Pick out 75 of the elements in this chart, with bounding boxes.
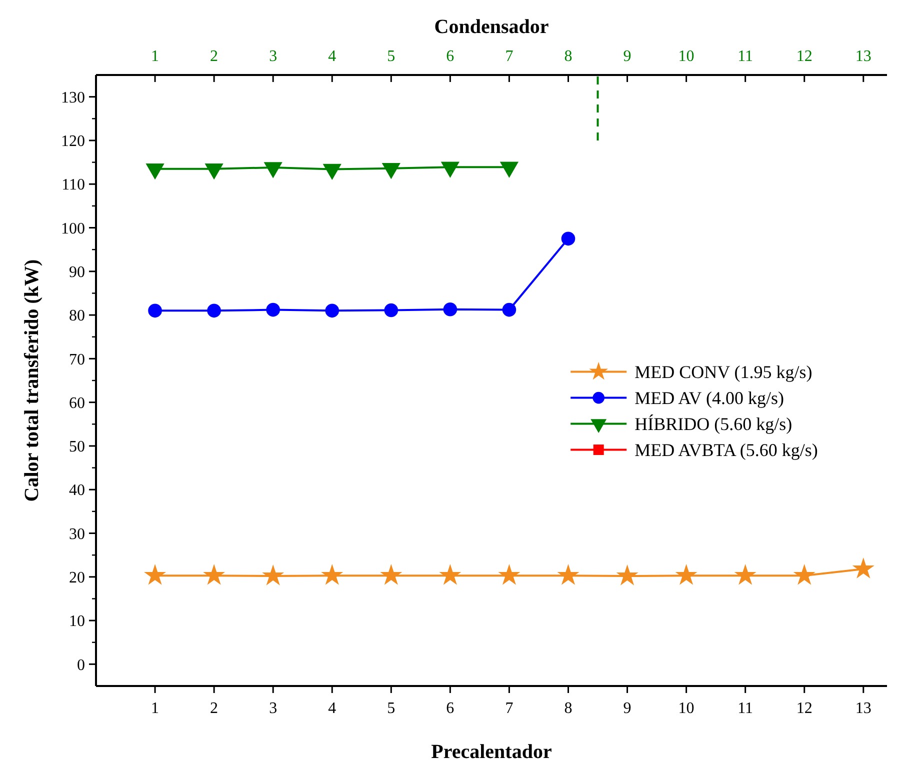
point	[500, 162, 519, 178]
x2-tick-label: 1	[151, 700, 160, 717]
point	[561, 232, 576, 246]
point	[380, 564, 402, 585]
point	[325, 304, 340, 318]
x2-axis-title: Condensador	[434, 16, 549, 38]
x2-tick-label: 7	[505, 700, 514, 717]
y-tick-label: 50	[69, 438, 85, 456]
x-tick-label: 4	[328, 48, 336, 65]
y-tick-label: 90	[69, 264, 85, 281]
point	[321, 564, 344, 585]
point	[675, 564, 698, 585]
legend-label: MED AVBTA (5.60 kg/s)	[634, 440, 818, 460]
point	[616, 564, 638, 586]
y-tick-label: 60	[69, 394, 85, 412]
legend-label: MED AV (4.00 kg/s)	[634, 388, 784, 408]
point	[262, 564, 284, 586]
y-tick-label: 110	[62, 176, 85, 194]
legend-label: HÍBRIDO (5.60 kg/s)	[634, 414, 792, 434]
x2-tick-label: 9	[623, 700, 632, 717]
x-tick-label: 1	[151, 48, 160, 65]
x2-tick-label: 13	[855, 700, 872, 717]
y-tick-label: 120	[61, 133, 85, 150]
x-tick-label: 11	[738, 48, 754, 65]
point	[148, 304, 162, 318]
x2-tick-label: 4	[328, 700, 336, 717]
point	[382, 163, 400, 180]
point	[207, 304, 221, 318]
x2-tick-label: 3	[269, 700, 278, 717]
x-tick-label: 13	[855, 48, 872, 65]
point	[266, 302, 280, 317]
y-tick-label: 30	[69, 526, 85, 543]
x-axis-title: Precalentador	[431, 741, 552, 763]
x-tick-label: 10	[678, 48, 694, 65]
x-tick-label: 6	[446, 48, 454, 65]
x2-tick-label: 2	[210, 700, 218, 717]
x2-tick-label: 10	[678, 700, 694, 717]
y-tick-label: 20	[69, 569, 85, 586]
point	[498, 564, 520, 585]
y-tick-label: 0	[77, 656, 85, 674]
x-tick-label: 9	[623, 48, 632, 65]
x-tick-label: 8	[564, 48, 572, 65]
point	[852, 557, 874, 578]
point	[264, 162, 282, 178]
y-tick-label: 10	[69, 613, 85, 630]
x2-tick-label: 6	[446, 700, 454, 717]
y-axis-title: Calor total transferido (kW)	[21, 259, 43, 502]
x-tick-label: 12	[796, 48, 812, 65]
x2-tick-label: 12	[796, 700, 812, 717]
x2-tick-label: 8	[564, 700, 572, 717]
y-tick-label: 80	[69, 308, 85, 325]
point	[322, 164, 342, 180]
point	[443, 302, 458, 316]
legend-label: MED CONV (1.95 kg/s)	[634, 362, 812, 382]
x-tick-label: 7	[505, 48, 514, 65]
point	[557, 564, 580, 585]
x-tick-label: 2	[210, 48, 218, 65]
point	[440, 162, 460, 178]
y-tick-label: 70	[69, 351, 85, 368]
point	[439, 564, 462, 585]
y-tick-label: 40	[69, 482, 85, 500]
point	[204, 163, 224, 180]
x-tick-label: 3	[269, 48, 278, 65]
x2-tick-label: 11	[738, 700, 754, 717]
point	[502, 302, 516, 317]
x2-tick-label: 5	[387, 700, 396, 717]
point	[203, 564, 226, 585]
point	[734, 564, 756, 585]
point	[144, 564, 166, 585]
x-tick-label: 5	[387, 48, 396, 65]
point	[793, 564, 816, 585]
point	[384, 303, 398, 318]
y-tick-label: 100	[61, 220, 85, 238]
point	[146, 163, 164, 180]
y-tick-label: 130	[61, 89, 85, 106]
